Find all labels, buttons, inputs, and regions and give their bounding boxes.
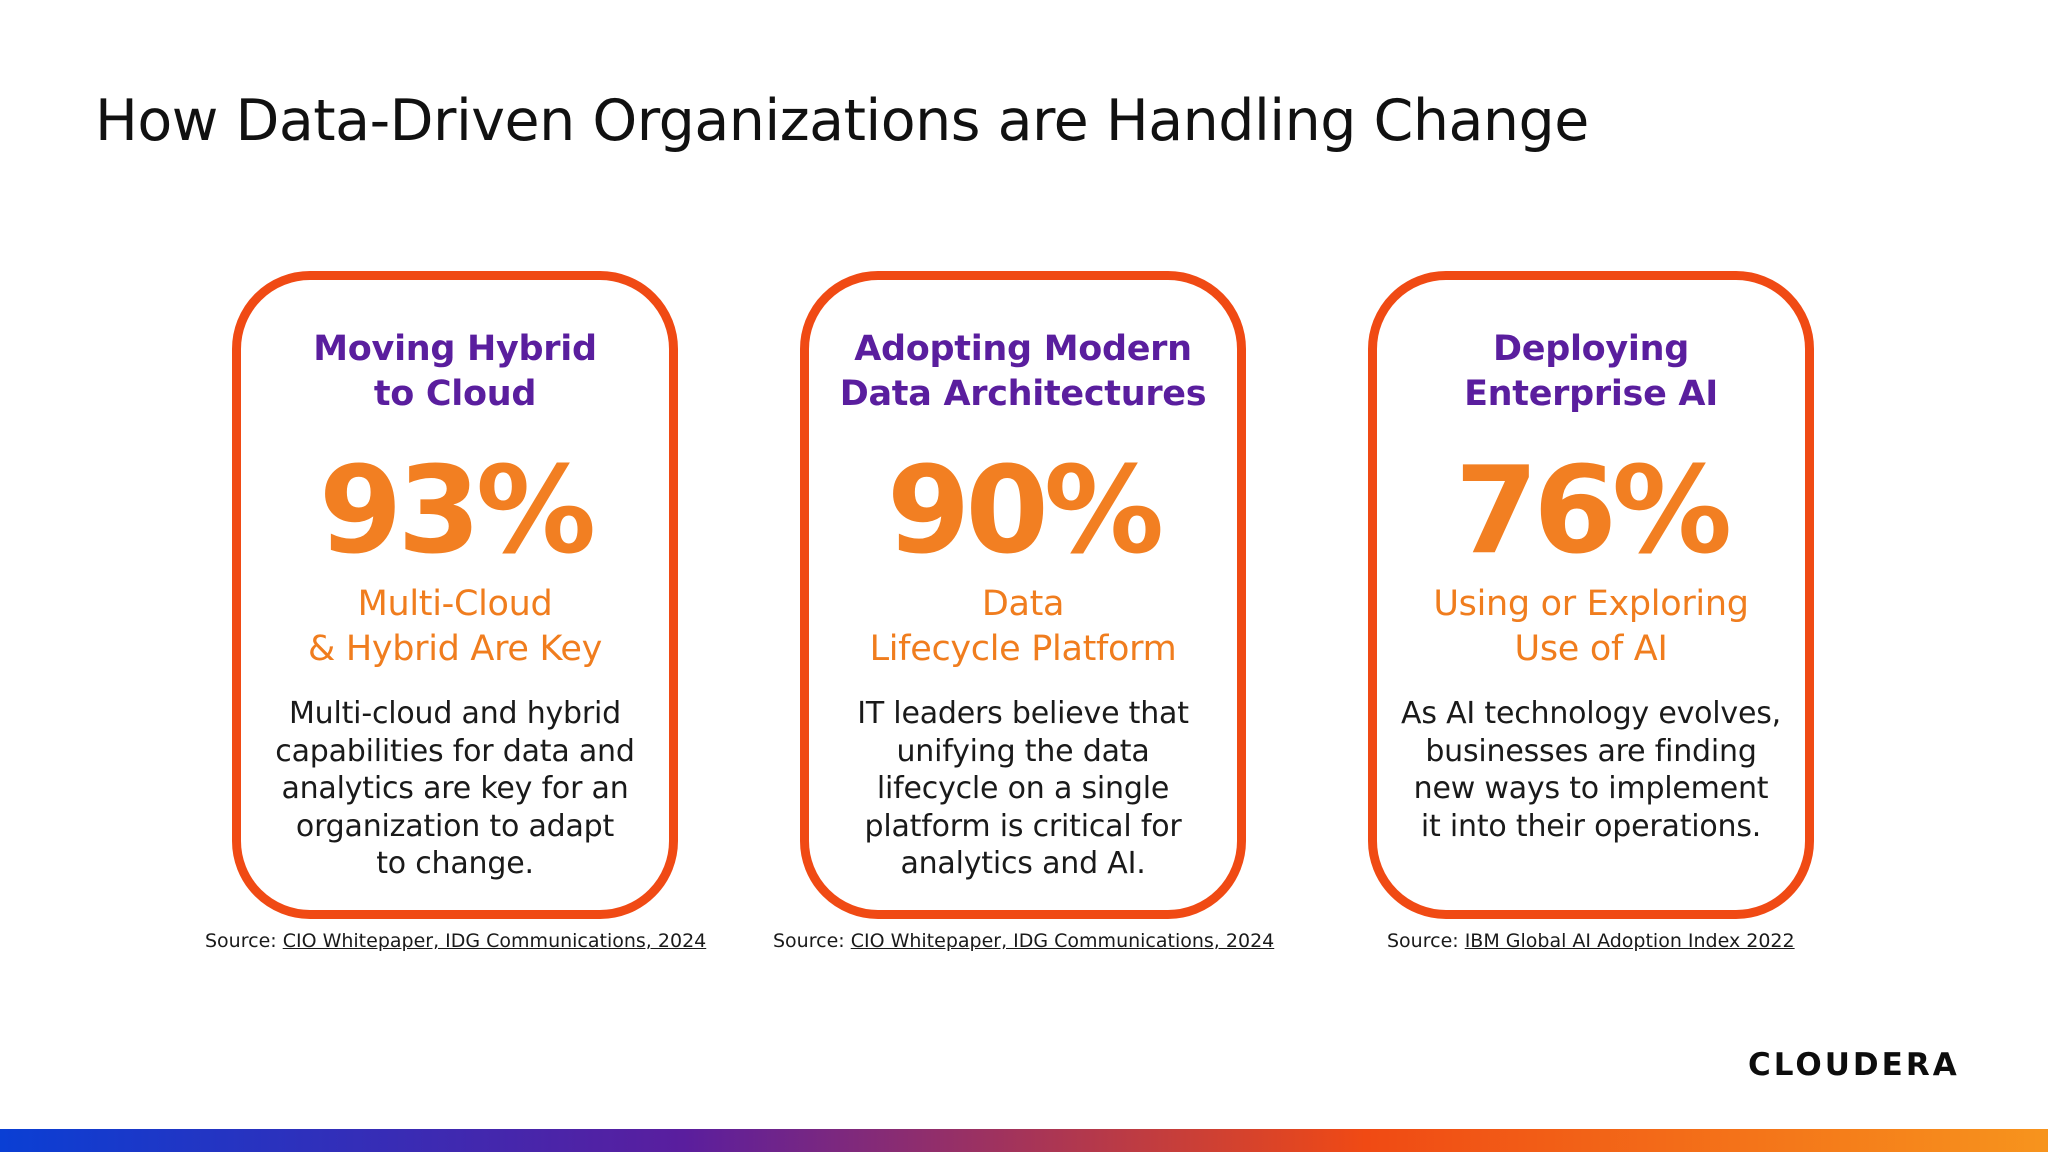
card-subtitle: Multi-Cloud & Hybrid Are Key (241, 582, 669, 672)
card-body-line: it into their operations. (1420, 808, 1762, 844)
card-stat: 76% (1454, 442, 1732, 581)
card-heading: Moving Hybrid to Cloud (241, 327, 669, 417)
card-heading-line: Data Architectures (839, 374, 1207, 414)
card-heading-line: Deploying (1493, 329, 1689, 369)
stat-card-hybrid-cloud: Moving Hybrid to Cloud 93% Multi-Cloud &… (232, 271, 678, 919)
slide-title: How Data-Driven Organizations are Handli… (95, 88, 1589, 154)
source-citation: Source: IBM Global AI Adoption Index 202… (1387, 930, 1795, 952)
card-subtitle-line: Data (981, 584, 1065, 624)
card-body-line: organization to adapt (295, 808, 615, 844)
card-body: IT leaders believe that unifying the dat… (827, 695, 1219, 883)
card-subtitle-line: Use of AI (1514, 629, 1668, 669)
card-stat: 93% (318, 442, 596, 581)
card-subtitle-line: Multi-Cloud (357, 584, 553, 624)
card-subtitle-line: & Hybrid Are Key (308, 629, 602, 669)
card-body-line: IT leaders believe that (857, 696, 1189, 731)
card-body-line: unifying the data (896, 733, 1150, 769)
card-body-line: to change. (376, 846, 534, 881)
source-prefix: Source: (1387, 930, 1465, 952)
stat-card-enterprise-ai: Deploying Enterprise AI 76% Using or Exp… (1368, 271, 1814, 919)
card-body: Multi-cloud and hybrid capabilities for … (259, 695, 651, 883)
card-subtitle-line: Lifecycle Platform (869, 629, 1177, 669)
card-subtitle: Using or Exploring Use of AI (1377, 582, 1805, 672)
card-subtitle-line: Using or Exploring (1433, 584, 1749, 624)
brand-gradient-bar (0, 1129, 2048, 1152)
card-body-line: new ways to implement (1413, 771, 1769, 806)
card-heading-line: to Cloud (373, 374, 537, 414)
card-stat: 90% (886, 442, 1164, 581)
card-body-line: platform is critical for (864, 808, 1182, 844)
stat-card-modern-data-architectures: Adopting Modern Data Architectures 90% D… (800, 271, 1246, 919)
card-body-line: analytics and AI. (900, 846, 1146, 881)
source-citation: Source: CIO Whitepaper, IDG Communicatio… (205, 930, 706, 952)
card-body-line: capabilities for data and (275, 733, 635, 769)
source-citation: Source: CIO Whitepaper, IDG Communicatio… (773, 930, 1274, 952)
card-body-line: As AI technology evolves, (1401, 696, 1781, 731)
source-prefix: Source: (773, 930, 851, 952)
cloudera-logo: CLOUDERA (1748, 1047, 1960, 1083)
card-body-line: lifecycle on a single (876, 771, 1170, 806)
card-body-line: analytics are key for an (281, 771, 629, 806)
card-body-line: businesses are finding (1425, 733, 1757, 769)
source-link[interactable]: CIO Whitepaper, IDG Communications, 2024 (850, 930, 1275, 952)
source-prefix: Source: (205, 930, 283, 952)
card-body: As AI technology evolves, businesses are… (1395, 695, 1787, 845)
card-heading-line: Moving Hybrid (313, 329, 597, 369)
card-heading: Deploying Enterprise AI (1377, 327, 1805, 417)
card-heading-line: Adopting Modern (854, 329, 1192, 369)
card-heading-line: Enterprise AI (1464, 374, 1718, 414)
card-body-line: Multi-cloud and hybrid (288, 696, 622, 731)
card-heading: Adopting Modern Data Architectures (809, 327, 1237, 417)
source-link[interactable]: CIO Whitepaper, IDG Communications, 2024 (282, 930, 707, 952)
card-subtitle: Data Lifecycle Platform (809, 582, 1237, 672)
source-link[interactable]: IBM Global AI Adoption Index 2022 (1464, 930, 1795, 952)
